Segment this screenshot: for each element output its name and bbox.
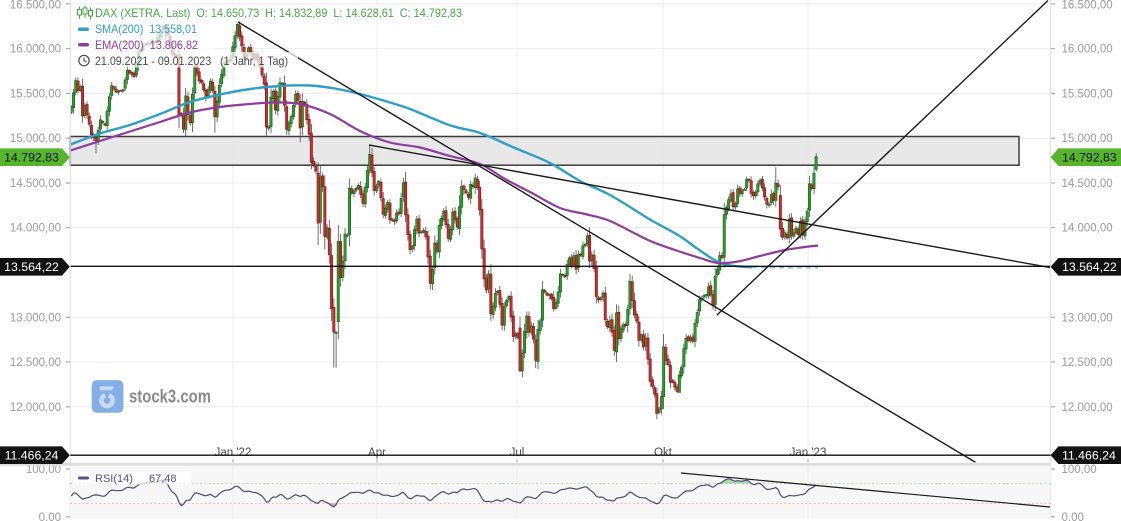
svg-text:Jan '22: Jan '22 bbox=[215, 447, 252, 459]
svg-text:14.000,00: 14.000,00 bbox=[10, 223, 61, 235]
svg-text:12.000,00: 12.000,00 bbox=[1062, 402, 1113, 414]
svg-text:14.792,83: 14.792,83 bbox=[1062, 150, 1117, 164]
svg-text:14.792,83: 14.792,83 bbox=[4, 150, 59, 164]
svg-text:13.564,22: 13.564,22 bbox=[1062, 260, 1117, 274]
svg-text:RSI(14): RSI(14) bbox=[95, 473, 133, 485]
svg-text:12.500,00: 12.500,00 bbox=[1062, 357, 1113, 369]
svg-text:16.500,00: 16.500,00 bbox=[1062, 0, 1113, 12]
svg-text:0,00: 0,00 bbox=[39, 512, 61, 521]
svg-text:100,00: 100,00 bbox=[1062, 464, 1097, 476]
svg-text:21.09.2021 - 09.01.2023 (1 J: 21.09.2021 - 09.01.2023 (1 Jahr, 1 Tag) bbox=[95, 54, 288, 68]
svg-text:14.500,00: 14.500,00 bbox=[1062, 178, 1113, 190]
svg-text:11.466,24: 11.466,24 bbox=[5, 448, 59, 462]
svg-text:12.000,00: 12.000,00 bbox=[10, 402, 61, 414]
svg-text:14.000,00: 14.000,00 bbox=[1062, 223, 1113, 235]
svg-text:15.000,00: 15.000,00 bbox=[10, 133, 61, 145]
svg-text:SMA(200) 13.558,01: SMA(200) 13.558,01 bbox=[95, 22, 197, 36]
svg-text:67,48: 67,48 bbox=[149, 473, 177, 485]
svg-text:DAX (XETRA, Last) O: 14.650,7: DAX (XETRA, Last) O: 14.650,73 H: 14.832… bbox=[95, 6, 462, 20]
svg-text:Apr: Apr bbox=[368, 447, 386, 459]
svg-text:Jul: Jul bbox=[510, 447, 525, 459]
svg-text:11.466,24: 11.466,24 bbox=[1062, 448, 1116, 462]
svg-text:15.500,00: 15.500,00 bbox=[10, 88, 61, 100]
svg-text:16.000,00: 16.000,00 bbox=[10, 44, 61, 56]
svg-text:16.500,00: 16.500,00 bbox=[10, 0, 61, 12]
svg-text:14.500,00: 14.500,00 bbox=[10, 178, 61, 190]
svg-text:16.000,00: 16.000,00 bbox=[1062, 44, 1113, 56]
svg-text:EMA(200) 13.806,82: EMA(200) 13.806,82 bbox=[95, 38, 198, 52]
svg-text:15.500,00: 15.500,00 bbox=[1062, 88, 1113, 100]
svg-text:13.564,22: 13.564,22 bbox=[4, 260, 59, 274]
svg-text:stock3.com: stock3.com bbox=[129, 386, 211, 407]
svg-text:15.000,00: 15.000,00 bbox=[1062, 133, 1113, 145]
svg-text:13.000,00: 13.000,00 bbox=[10, 312, 61, 324]
svg-text:100,00: 100,00 bbox=[26, 464, 61, 476]
svg-text:0,00: 0,00 bbox=[1062, 512, 1084, 521]
svg-text:12.500,00: 12.500,00 bbox=[10, 357, 61, 369]
svg-text:Jan '23: Jan '23 bbox=[790, 447, 827, 459]
svg-text:13.000,00: 13.000,00 bbox=[1062, 312, 1113, 324]
svg-text:Okt: Okt bbox=[654, 447, 673, 459]
